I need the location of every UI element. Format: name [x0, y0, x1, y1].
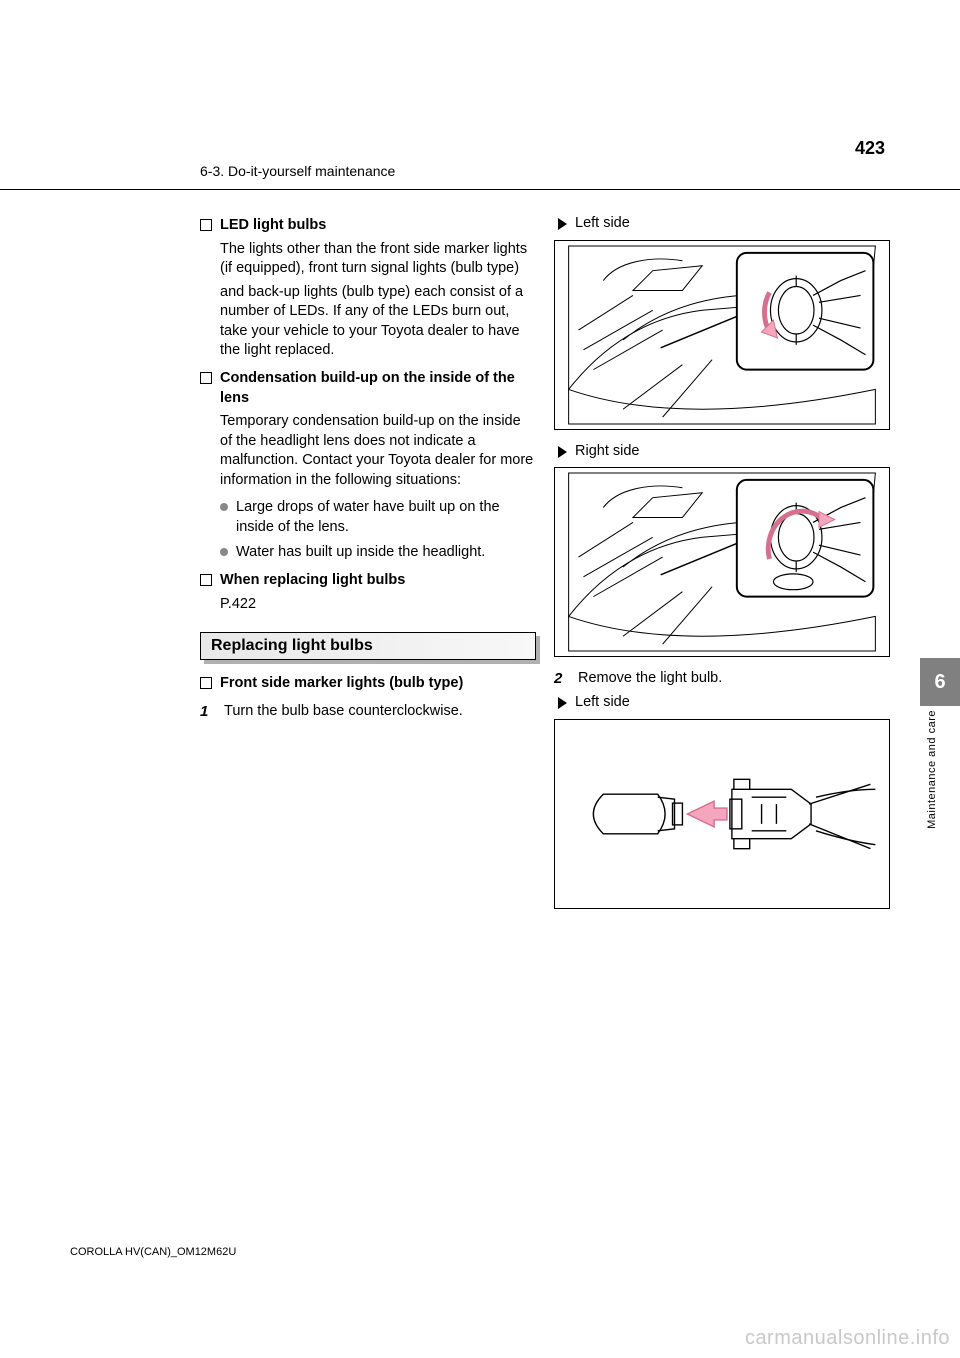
variant-left-side-1: Left side [558, 214, 890, 234]
left-column: LED light bulbs The lights other than th… [200, 210, 536, 921]
triangle-icon [558, 446, 567, 458]
illustration [555, 720, 889, 908]
paragraph-led: The lights other than the front side mar… [200, 240, 536, 361]
illustration [555, 468, 889, 656]
footer-document-code: COROLLA HV(CAN)_OM12M62U [70, 1246, 236, 1258]
square-bullet-icon [200, 219, 212, 231]
bullet-list: Large drops of water have built up on th… [200, 498, 536, 563]
heading-front-side-marker: Front side marker lights (bulb type) [200, 674, 536, 694]
section-title: Replacing light bulbs [200, 632, 536, 660]
section-tab: 6 [920, 658, 960, 706]
heading-text: Front side marker lights (bulb type) [220, 674, 463, 694]
heading-text: When replacing light bulbs [220, 571, 405, 591]
figure-left-side-remove-base [554, 240, 890, 430]
paragraph-condensation: Temporary condensation build-up on the i… [200, 412, 536, 490]
triangle-icon [558, 697, 567, 709]
step-2: 2 Remove the light bulb. [554, 669, 890, 689]
section-vertical-label: Maintenance and care [926, 710, 954, 829]
list-item: Large drops of water have built up on th… [220, 498, 536, 537]
square-bullet-icon [200, 574, 212, 586]
variant-label: Left side [575, 693, 630, 713]
page-reference: P.422 [200, 595, 536, 615]
right-column: Left side [554, 210, 890, 921]
variant-label: Right side [575, 442, 639, 462]
figure-remove-bulb [554, 719, 890, 909]
list-item: Water has built up inside the headlight. [220, 543, 536, 563]
step-text: Remove the light bulb. [578, 669, 722, 689]
triangle-icon [558, 218, 567, 230]
bullet-icon [220, 503, 228, 511]
variant-right-side: Right side [558, 442, 890, 462]
step-number: 1 [200, 702, 214, 722]
bullet-icon [220, 548, 228, 556]
figure-right-side-remove-base [554, 467, 890, 657]
heading-condensation: Condensation build-up on the inside of t… [200, 369, 536, 408]
section-tab-number: 6 [934, 671, 945, 694]
content-columns: LED light bulbs The lights other than th… [0, 190, 960, 921]
step-number: 2 [554, 669, 568, 689]
square-bullet-icon [200, 677, 212, 689]
heading-led-light-bulbs: LED light bulbs [200, 216, 536, 236]
page-number: 423 [855, 138, 885, 159]
heading-text: LED light bulbs [220, 216, 326, 236]
square-bullet-icon [200, 372, 212, 384]
heading-when-replacing: When replacing light bulbs [200, 571, 536, 591]
manual-page: 423 6-3. Do-it-yourself maintenance 6 Ma… [0, 0, 960, 1358]
page-header: 423 6-3. Do-it-yourself maintenance [0, 0, 960, 190]
step-text: Turn the bulb base counterclockwise. [224, 702, 463, 722]
watermark: carmanualsonline.info [745, 1327, 950, 1350]
section-title-box: Replacing light bulbs [200, 632, 536, 660]
heading-text: Condensation build-up on the inside of t… [220, 369, 536, 408]
step-1: 1 Turn the bulb base counterclockwise. [200, 702, 536, 722]
variant-left-side-2: Left side [558, 693, 890, 713]
variant-label: Left side [575, 214, 630, 234]
illustration [555, 241, 889, 429]
chapter-label: 6-3. Do-it-yourself maintenance [200, 163, 395, 179]
